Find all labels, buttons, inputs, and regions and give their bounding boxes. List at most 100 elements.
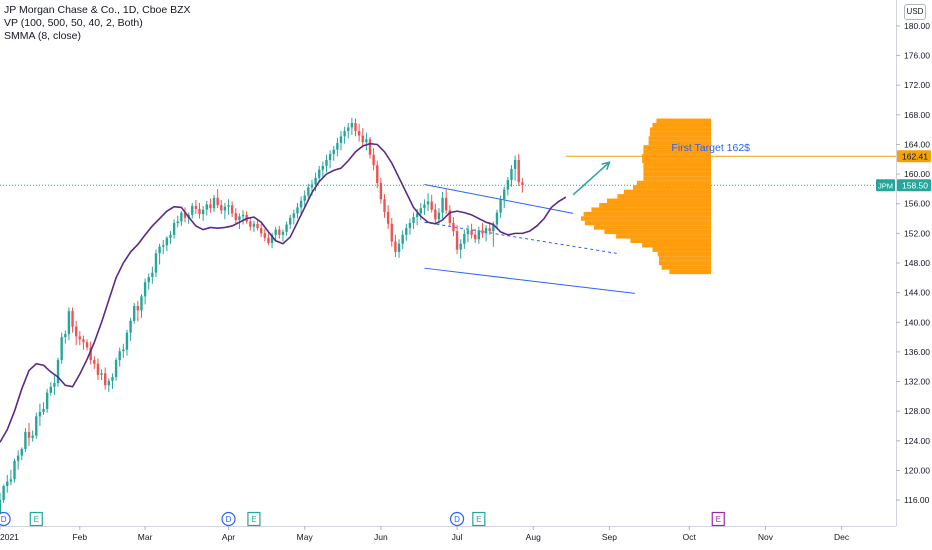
candle-body: [249, 221, 252, 227]
candle-body: [488, 228, 491, 232]
candle-body: [368, 139, 372, 155]
candle-body: [9, 479, 13, 482]
candle-body: [332, 149, 335, 155]
event-marker-label: D: [226, 515, 232, 524]
price-tick-label: 172.00: [904, 80, 930, 90]
candle-body: [158, 246, 161, 254]
event-marker-label: E: [251, 515, 256, 524]
target-price-label: 162.41: [902, 152, 928, 162]
candle-body: [205, 204, 208, 210]
volume-profile-bar: [658, 260, 711, 266]
volume-profile-bar: [649, 127, 711, 132]
candle-body: [180, 212, 183, 222]
dividend-marker-icon: [449, 511, 465, 527]
currency-button[interactable]: USD: [904, 4, 926, 20]
volume-profile-bar: [636, 180, 711, 186]
volume-profile-bar: [599, 202, 711, 208]
volume-profile-bar: [643, 167, 711, 172]
candle-body: [397, 243, 401, 252]
candle-body: [252, 223, 256, 227]
smma-indicator-label[interactable]: SMMA (8, close): [4, 30, 82, 42]
earnings-marker-icon: [711, 511, 725, 527]
volume-profile-bar: [643, 162, 711, 168]
volume-profile-bar: [658, 256, 711, 261]
volume-profile-bar: [593, 225, 711, 230]
time-tick-label: Oct: [683, 532, 697, 542]
candle-body: [408, 222, 412, 229]
candle-body: [125, 332, 129, 350]
candle-body: [129, 320, 132, 333]
volume-profile-bar: [630, 238, 711, 243]
candle-body: [56, 360, 60, 384]
candle-body: [107, 380, 111, 386]
candle-body: [503, 189, 506, 200]
price-tick-label: 124.00: [904, 436, 930, 446]
candle-body: [267, 237, 270, 243]
candle-body: [256, 223, 259, 229]
dividend-marker-icon: [221, 511, 236, 527]
candle-body: [441, 197, 444, 213]
candle-body: [336, 142, 339, 150]
candle-body: [459, 243, 462, 250]
candle-body: [419, 208, 422, 214]
volume-profile-bar: [661, 265, 711, 270]
volume-profile-bar: [616, 234, 711, 239]
time-tick-label: Feb: [72, 532, 87, 542]
volume-profile-bar: [580, 216, 711, 221]
candle-body: [2, 485, 5, 501]
candle-body: [492, 224, 495, 232]
candle-body: [328, 154, 332, 161]
price-tick-label: 120.00: [904, 465, 930, 475]
candle-body: [191, 205, 194, 215]
volume-profile-bar: [606, 198, 711, 203]
price-tick-label: 144.00: [904, 288, 930, 298]
time-tick-label: Mar: [138, 532, 153, 542]
earnings-marker-icon: [247, 511, 261, 527]
candle-body: [452, 222, 455, 232]
candle-body: [114, 360, 118, 378]
target-price-label-bg: [897, 150, 931, 163]
candle-body: [289, 217, 292, 225]
candle-body: [154, 253, 158, 273]
time-tick-label: Apr: [222, 532, 235, 542]
candle-body: [140, 296, 143, 311]
volume-profile-bar: [591, 207, 711, 212]
candle-body: [405, 228, 408, 235]
vp-indicator-label[interactable]: VP (100, 500, 50, 40, 2, Both): [4, 17, 143, 29]
target-annotation: First Target 162$: [671, 142, 750, 154]
candle-body: [521, 182, 524, 186]
volume-profile-bar: [643, 171, 711, 177]
candle-body: [390, 223, 393, 242]
volume-profile-bar: [643, 145, 711, 150]
candle-body: [383, 199, 386, 212]
candle-body: [513, 160, 517, 169]
candle-body: [0, 500, 2, 515]
candle-body: [49, 386, 52, 393]
candle-body: [423, 204, 426, 209]
symbol-title[interactable]: JP Morgan Chase & Co., 1D, Cboe BZX: [4, 4, 191, 16]
channel-mid-line: [424, 221, 617, 254]
price-tick-label: 164.00: [904, 139, 930, 149]
candle-body: [42, 408, 45, 412]
candle-body: [307, 187, 310, 196]
smma-line: [0, 142, 567, 443]
candle-body: [53, 383, 56, 387]
candle-body: [463, 234, 466, 244]
candle-body: [45, 392, 49, 409]
event-marker-label: D: [1, 515, 7, 524]
candle-body: [325, 160, 328, 166]
candle-body: [220, 205, 223, 211]
candle-body: [85, 342, 89, 348]
time-tick-label: Sep: [602, 532, 617, 542]
symbol-tag-bg: [876, 179, 895, 192]
candle-body: [122, 349, 125, 352]
time-tick-label: Nov: [758, 532, 774, 542]
candle-body: [296, 207, 299, 214]
candle-body: [394, 241, 397, 252]
candle-body: [6, 481, 9, 486]
candle-body: [448, 210, 452, 223]
candle-body: [354, 122, 357, 132]
candle-body: [343, 131, 346, 137]
price-tick-label: 128.00: [904, 406, 930, 416]
